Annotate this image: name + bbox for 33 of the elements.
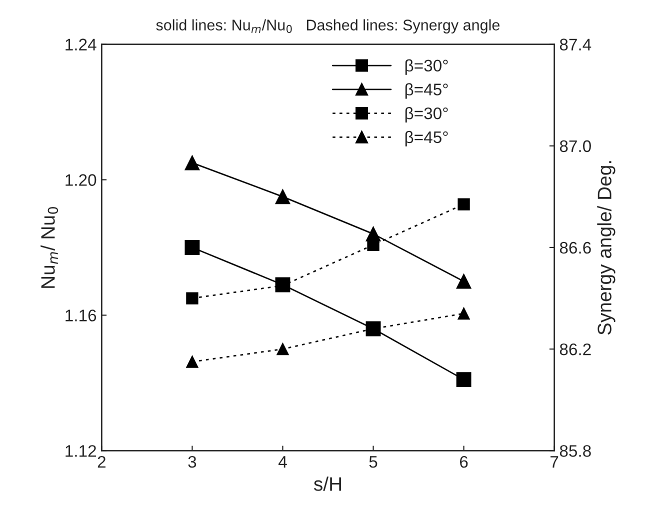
y-tick-label: 1.20 <box>66 174 96 186</box>
y-tick-label: 1.12 <box>66 445 96 457</box>
y2-tick-label: 85.8 <box>560 445 591 457</box>
y2-tick-label: 86.6 <box>560 242 591 254</box>
legend-label: β=30° <box>405 107 448 123</box>
legend-label: β=45° <box>405 83 448 99</box>
point <box>184 155 200 170</box>
y2-tick-label: 86.2 <box>560 343 591 356</box>
point <box>276 342 289 356</box>
x-tick-label: 7 <box>550 456 558 468</box>
y2-axis-title: Synergy angle/ Deg. <box>597 161 616 335</box>
y2-tick-label: 87.0 <box>560 140 591 152</box>
x-tick-label: 6 <box>460 456 468 468</box>
legend-label: β=30° <box>405 59 448 75</box>
x-axis-title: s/H <box>314 476 341 491</box>
point <box>275 189 290 204</box>
point <box>456 372 472 388</box>
legend-label: β=45° <box>405 130 448 146</box>
chart-title: solid lines: Nu$_{m}$/Nu$_{0}$ Dashed lines: Synergy angle <box>156 19 500 34</box>
y2-tick-label: 87.4 <box>560 38 592 50</box>
y-axis-title: Nu$_{m}$/ Nu$_{0}$ <box>40 207 58 288</box>
point <box>458 198 470 210</box>
x-tick-label: 2 <box>98 456 106 468</box>
x-tick-label: 5 <box>369 456 378 468</box>
point <box>184 240 200 255</box>
point <box>456 274 472 289</box>
point <box>186 292 198 304</box>
y-tick-label: 1.16 <box>66 310 96 322</box>
point <box>458 307 470 320</box>
x-tick-label: 4 <box>278 456 287 468</box>
point <box>186 356 198 368</box>
y-tick-label: 1.24 <box>66 38 96 50</box>
x-tick-label: 3 <box>188 456 196 468</box>
